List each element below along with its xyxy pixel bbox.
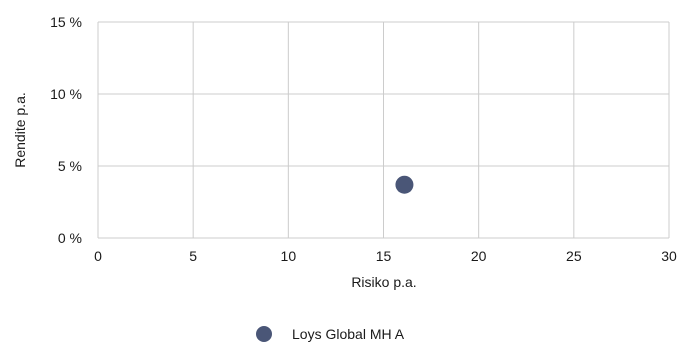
legend-marker — [256, 326, 272, 342]
x-tick-label: 25 — [566, 248, 582, 264]
x-tick-label: 0 — [94, 248, 102, 264]
legend: Loys Global MH A — [256, 326, 405, 342]
x-axis-ticks: 0 5 10 15 20 25 30 — [94, 248, 677, 264]
y-tick-label: 15 % — [50, 14, 82, 30]
y-axis-ticks: 0 % 5 % 10 % 15 % — [50, 14, 82, 246]
grid — [97, 21, 670, 239]
y-tick-label: 0 % — [58, 230, 82, 246]
legend-label: Loys Global MH A — [292, 326, 405, 342]
x-tick-label: 10 — [281, 248, 297, 264]
x-tick-label: 5 — [189, 248, 197, 264]
y-tick-label: 5 % — [58, 158, 82, 174]
x-tick-label: 20 — [471, 248, 487, 264]
data-point — [395, 175, 414, 194]
x-tick-label: 15 — [376, 248, 392, 264]
y-axis-title: Rendite p.a. — [12, 92, 28, 168]
y-tick-label: 10 % — [50, 86, 82, 102]
x-tick-label: 30 — [661, 248, 677, 264]
data-points — [395, 175, 414, 194]
x-axis-title: Risiko p.a. — [351, 274, 416, 290]
